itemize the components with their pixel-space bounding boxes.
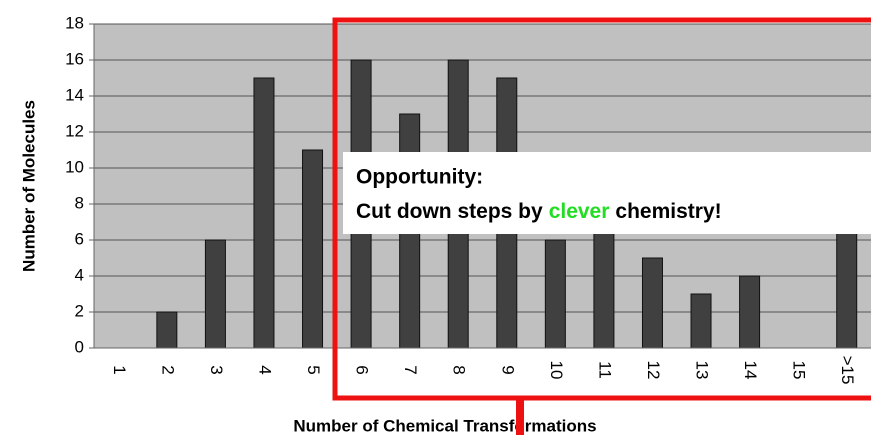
x-tick-label: >15 [838,356,857,385]
y-tick-label: 14 [65,85,84,104]
x-tick-label: 9 [498,365,517,374]
x-tick-label: 1 [110,365,129,374]
annotation-box [343,152,871,234]
bar [641,257,663,349]
x-tick-label: 2 [158,365,177,374]
x-tick-label: 12 [644,361,663,380]
bar [690,293,712,349]
y-tick-label: 8 [75,193,84,212]
x-axis-label: Number of Chemical Transformations [293,416,596,435]
bar [204,239,226,349]
y-tick-label: 4 [75,265,84,284]
x-tick-label: 4 [255,365,274,374]
y-tick-label: 6 [75,229,84,248]
x-tick-label: 7 [401,365,420,374]
annotation-title: Opportunity: [356,166,483,189]
highlight-pointer [516,398,524,435]
x-tick-label: 8 [450,365,469,374]
y-tick-label: 0 [75,337,84,356]
bar [739,275,761,349]
x-tick-label: 6 [353,365,372,374]
bar [302,149,324,349]
bar [156,311,178,349]
y-tick-label: 2 [75,301,84,320]
annotation-highlight: clever [549,200,610,223]
y-tick-label: 10 [65,157,84,176]
annotation-text: Cut down steps by clever chemistry! [356,200,722,223]
x-tick-label: 11 [595,361,614,379]
x-tick-label: 13 [693,361,712,380]
x-tick-label: 10 [547,361,566,380]
x-tick-label: 15 [790,361,809,380]
bar [253,77,275,349]
annotation-part: Cut down steps by [356,200,543,223]
annotation-part: chemistry! [615,200,721,223]
highlight-frame [332,17,871,401]
y-axis-label: Number of Molecules [19,100,38,272]
y-tick-label: 16 [65,49,84,68]
x-tick-label: 3 [207,365,226,374]
bar [544,239,566,349]
y-tick-label: 12 [65,121,84,140]
x-tick-label: 5 [304,365,323,374]
y-tick-label: 18 [65,13,84,32]
x-tick-label: 14 [741,361,760,380]
